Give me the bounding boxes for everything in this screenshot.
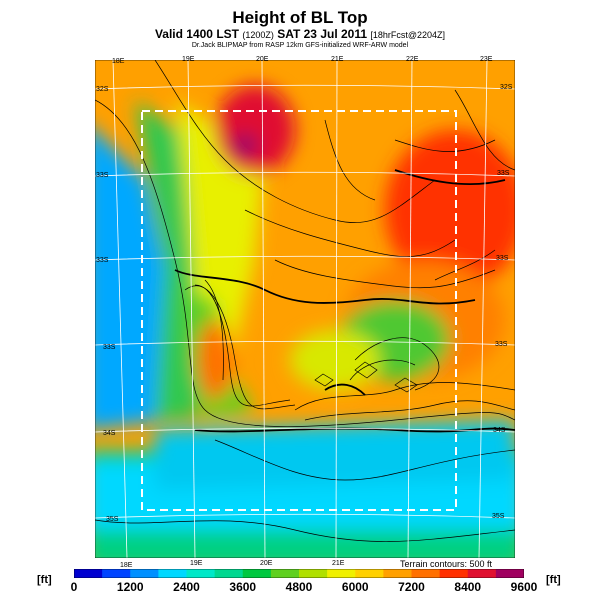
- north-purple-core: [233, 135, 257, 155]
- lon-top-3: 21E: [331, 56, 344, 63]
- lat-right-2: 33S: [496, 255, 509, 262]
- colorbar-swatch: [102, 569, 131, 578]
- colorbar-swatch: [158, 569, 188, 578]
- colorbar-swatch: [270, 569, 300, 578]
- forecast-info: [18hrFcst@2204Z]: [370, 30, 446, 40]
- ridge-orange: [197, 320, 233, 400]
- map-title: Height of BL Top: [232, 8, 368, 27]
- west-yellow: [175, 100, 265, 420]
- west-coast-cyan: [95, 130, 175, 429]
- lat-left-5: 35S: [106, 516, 119, 523]
- lat-right-0: 32S: [500, 84, 513, 91]
- inner-domain-box: [141, 110, 457, 511]
- colorbar-tick-label: 1200: [116, 580, 144, 594]
- colorbar-swatch: [74, 569, 103, 578]
- colorbar-swatch: [327, 569, 356, 578]
- lat-left-0: 32S: [96, 86, 109, 93]
- valid-date: SAT 23 Jul 2011: [277, 27, 368, 41]
- colorbar-tick-label: 6000: [341, 580, 369, 594]
- colorbar-tick-label: 9600: [510, 580, 538, 594]
- lat-left-3: 33S: [103, 344, 116, 351]
- lat-left-4: 34S: [103, 430, 116, 437]
- lat-left-1: 33S: [96, 172, 109, 179]
- lon-bottom-0: 18E: [120, 562, 133, 569]
- south-coast-cyan: [155, 420, 515, 490]
- colorbar-swatch: [411, 569, 441, 578]
- lon-top-4: 22E: [406, 56, 419, 63]
- lon-top-5: 23E: [480, 56, 493, 63]
- colorbar: [74, 569, 524, 578]
- lat-right-5: 35S: [492, 513, 505, 520]
- model-credit: Dr.Jack BLIPMAP from RASP 12km GFS-initi…: [191, 42, 409, 49]
- colorbar-swatch: [242, 569, 272, 578]
- lat-lon-grid: [95, 60, 515, 558]
- colorbar-unit-right: [ft]: [546, 574, 561, 586]
- colorbar-tick-label: 4800: [285, 580, 313, 594]
- colorbar-swatch: [355, 569, 384, 578]
- colorbar-swatch: [214, 569, 244, 578]
- north-red-core: [215, 85, 295, 175]
- colorbar-swatch: [495, 569, 524, 578]
- colorbar-swatch: [439, 569, 469, 578]
- terrain-contours: [95, 60, 515, 542]
- bl-top-map: [95, 60, 515, 558]
- terrain-contours-note: Terrain contours: 500 ft: [400, 559, 493, 569]
- lon-top-1: 19E: [182, 56, 195, 63]
- valid-time: Valid 1400 LST: [154, 27, 239, 41]
- colorbar-unit-left: [ft]: [37, 574, 52, 586]
- utc-time: (1200Z): [242, 30, 274, 40]
- colorbar-swatch: [130, 569, 159, 578]
- central-yellow: [290, 330, 380, 390]
- lat-left-2: 33S: [96, 257, 109, 264]
- colorbar-tick-label: 0: [70, 580, 78, 594]
- lat-right-4: 34S: [493, 427, 506, 434]
- colorbar-swatch: [383, 569, 413, 578]
- map-subtitle: Valid 1400 LST (1200Z) SAT 23 Jul 2011 […: [0, 27, 600, 41]
- colorbar-tick-label: 2400: [173, 580, 200, 594]
- lon-top-2: 20E: [256, 56, 269, 63]
- lon-bottom-1: 19E: [190, 560, 203, 567]
- lat-right-3: 33S: [495, 341, 508, 348]
- colorbar-tick-label: 8400: [454, 580, 482, 594]
- colorbar-swatch: [186, 569, 216, 578]
- lat-right-1: 33S: [497, 170, 510, 177]
- colorbar-tick-label: 3600: [229, 580, 257, 594]
- ne-red-region: [385, 130, 515, 290]
- lon-bottom-3: 21E: [332, 560, 345, 567]
- lon-bottom-2: 20E: [260, 560, 273, 567]
- colorbar-tick-label: 7200: [398, 580, 425, 594]
- colorbar-swatch: [467, 569, 497, 578]
- colorbar-swatch: [299, 569, 328, 578]
- lon-top-0: 18E: [112, 58, 125, 65]
